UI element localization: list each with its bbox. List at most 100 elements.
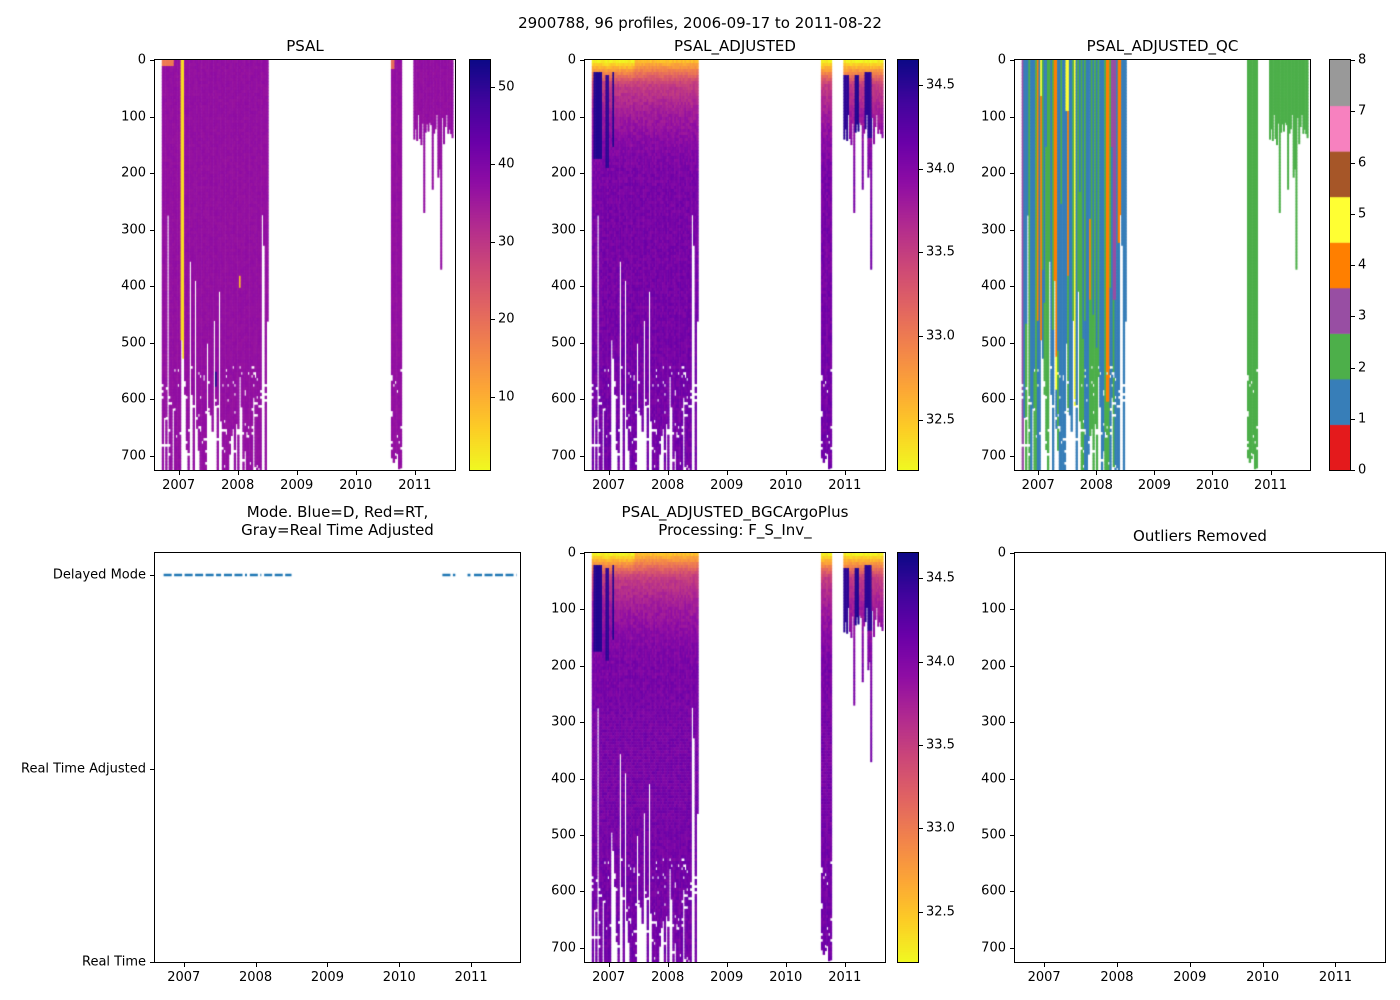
x-tick-mark — [1212, 471, 1214, 475]
x-tick-label: 2011 — [828, 970, 862, 985]
colorbar-tick-mark — [919, 828, 923, 830]
colorbar-tick-mark — [1351, 418, 1355, 420]
x-tick-mark — [667, 471, 669, 475]
colorbar-tick-label: 1 — [1358, 411, 1367, 427]
y-tick-mark — [1010, 665, 1014, 667]
y-tick-mark — [1010, 229, 1014, 231]
y-tick-mark — [1010, 778, 1014, 780]
x-tick-mark — [183, 963, 185, 967]
y-tick-label: Real Time — [82, 954, 146, 970]
y-tick-mark — [1010, 722, 1014, 724]
y-tick-label: 0 — [997, 545, 1006, 561]
colorbar-tick-mark — [491, 164, 495, 166]
x-tick-label: 2011 — [398, 478, 432, 493]
x-tick-label: 2007 — [1027, 970, 1061, 985]
y-tick-label: 400 — [981, 771, 1006, 787]
qc-flag-colorbar — [1329, 59, 1351, 471]
x-tick-mark — [844, 471, 846, 475]
y-tick-mark — [1010, 947, 1014, 949]
x-tick-mark — [608, 963, 610, 967]
y-tick-label: 200 — [121, 165, 146, 181]
y-tick-mark — [150, 399, 154, 401]
y-tick-mark — [1010, 455, 1014, 457]
x-tick-label: 2007 — [167, 970, 201, 985]
y-tick-label: 500 — [551, 335, 576, 351]
x-tick-label: 2010 — [769, 970, 803, 985]
x-tick-mark — [844, 963, 846, 967]
colorbar-tick-mark — [1351, 316, 1355, 318]
x-tick-label: 2010 — [382, 970, 416, 985]
colorbar-tick-label: 34.5 — [926, 570, 955, 586]
y-tick-label: 700 — [551, 448, 576, 464]
x-tick-mark — [608, 471, 610, 475]
x-tick-label: 2011 — [454, 970, 488, 985]
y-tick-label: 700 — [551, 940, 576, 956]
x-tick-mark — [1116, 963, 1118, 967]
x-tick-label: 2010 — [1246, 970, 1280, 985]
y-tick-mark — [580, 553, 584, 554]
y-tick-mark — [150, 575, 154, 577]
colorbar-tick-label: 5 — [1358, 206, 1367, 222]
y-tick-label: 100 — [121, 109, 146, 125]
y-tick-label: 400 — [551, 771, 576, 787]
colorbar-tick-mark — [919, 85, 923, 87]
y-tick-mark — [150, 286, 154, 288]
y-tick-label: 500 — [981, 335, 1006, 351]
colorbar-tick-mark — [919, 911, 923, 913]
mode-title-line-1: Mode. Blue=D, Red=RT, — [246, 503, 429, 521]
colorbar-tick-mark — [1351, 213, 1355, 215]
y-tick-label: Real Time Adjusted — [21, 761, 146, 777]
colorbar-tick-mark — [919, 419, 923, 421]
y-tick-label: 300 — [121, 222, 146, 238]
x-tick-label: 2008 — [651, 478, 685, 493]
bgc-heatmap-canvas — [584, 552, 886, 963]
x-tick-label: 2011 — [1253, 478, 1288, 493]
colorbar-tick-mark — [919, 336, 923, 338]
bgc-title-line-2: Processing: F_S_Inv_ — [658, 521, 812, 539]
x-tick-label: 2007 — [1021, 478, 1055, 493]
x-tick-label: 2007 — [592, 478, 626, 493]
psal-heatmap-canvas — [154, 59, 456, 471]
y-tick-label: 0 — [567, 52, 576, 68]
y-tick-mark — [1010, 286, 1014, 288]
y-tick-mark — [150, 116, 154, 118]
y-tick-mark — [580, 399, 584, 401]
y-tick-label: 700 — [981, 448, 1006, 464]
x-tick-mark — [399, 963, 401, 967]
x-tick-label: 2007 — [162, 478, 196, 493]
x-tick-mark — [785, 471, 787, 475]
y-tick-label: 500 — [551, 827, 576, 843]
y-tick-mark — [150, 962, 154, 963]
x-tick-label: 2008 — [1100, 970, 1134, 985]
y-tick-label: 600 — [121, 391, 146, 407]
x-tick-mark — [667, 963, 669, 967]
y-tick-label: 400 — [981, 278, 1006, 294]
psal-adjusted-qc-title: PSAL_ADJUSTED_QC — [1086, 37, 1239, 55]
colorbar-tick-label: 6 — [1358, 155, 1367, 170]
x-tick-mark — [327, 963, 329, 967]
y-tick-label: 600 — [551, 391, 576, 407]
outliers-title: Outliers Removed — [1133, 527, 1267, 545]
x-tick-mark — [355, 471, 357, 475]
colorbar-tick-label: 33.0 — [926, 820, 955, 836]
colorbar-tick-mark — [1351, 367, 1355, 369]
y-tick-label: 700 — [981, 940, 1006, 956]
y-tick-label: 200 — [551, 658, 576, 674]
colorbar-tick-label: 7 — [1358, 103, 1367, 119]
x-tick-label: 2007 — [592, 970, 626, 985]
x-tick-mark — [255, 963, 257, 967]
y-tick-label: 700 — [121, 448, 146, 464]
x-tick-label: 2008 — [239, 970, 273, 985]
y-tick-mark — [580, 891, 584, 893]
colorbar-tick-mark — [919, 578, 923, 580]
y-tick-mark — [580, 778, 584, 780]
y-tick-mark — [580, 286, 584, 288]
y-tick-label: 500 — [981, 827, 1006, 843]
x-tick-mark — [471, 963, 473, 967]
colorbar-tick-label: 10 — [498, 389, 515, 404]
x-tick-mark — [726, 963, 728, 967]
colorbar-tick-mark — [491, 87, 495, 89]
colorbar-tick-mark — [919, 744, 923, 746]
x-tick-label: 2009 — [280, 478, 314, 493]
colorbar-tick-label: 2 — [1358, 360, 1367, 375]
